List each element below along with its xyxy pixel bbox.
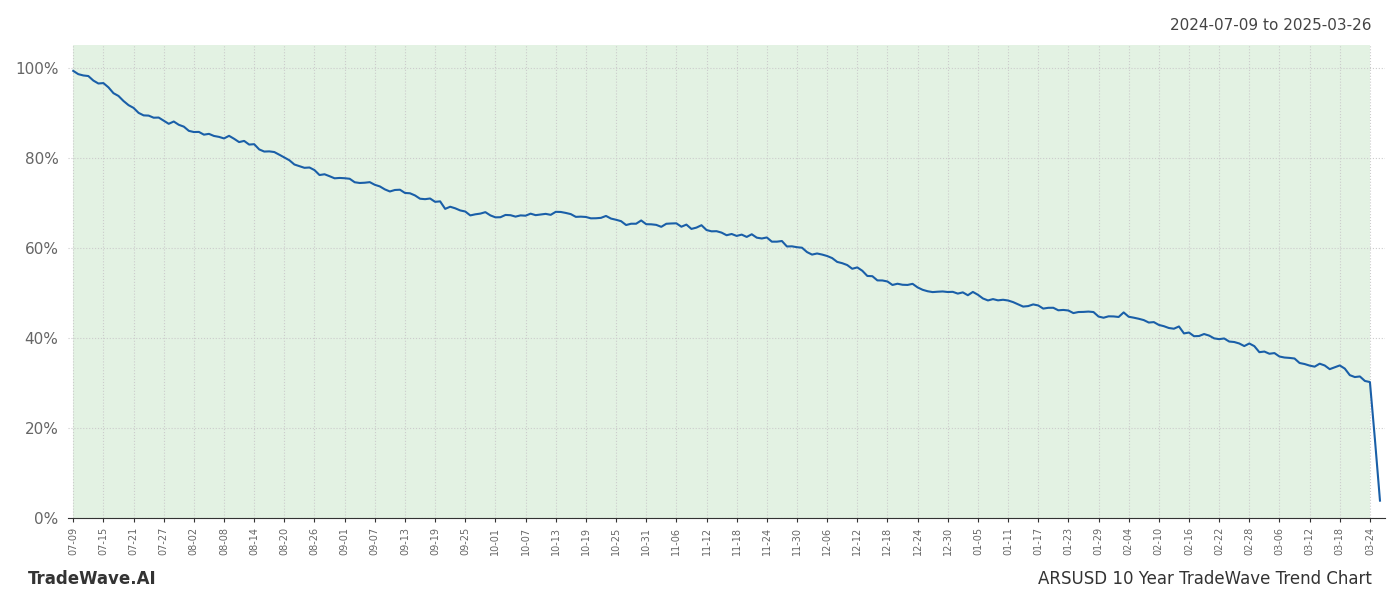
- Text: 2024-07-09 to 2025-03-26: 2024-07-09 to 2025-03-26: [1170, 18, 1372, 33]
- Text: ARSUSD 10 Year TradeWave Trend Chart: ARSUSD 10 Year TradeWave Trend Chart: [1039, 570, 1372, 588]
- Text: TradeWave.AI: TradeWave.AI: [28, 570, 157, 588]
